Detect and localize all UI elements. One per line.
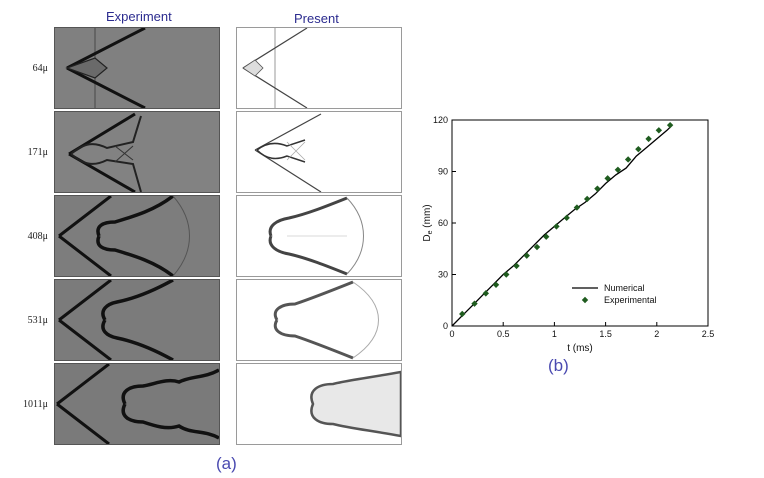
legend-label-experimental: Experimental <box>604 295 657 305</box>
x-axis-label: t (ms) <box>567 343 593 353</box>
legend: Numerical Experimental <box>572 283 657 305</box>
experimental-data-point <box>543 233 550 240</box>
x-tick-label: 2 <box>654 329 659 339</box>
present-column-title: Present <box>294 11 339 26</box>
y-axis-label: De (mm) <box>422 204 434 241</box>
simulation-image-408 <box>236 195 402 277</box>
experimental-data-point <box>553 223 560 230</box>
experimental-data-point <box>563 214 570 222</box>
experiment-image-64 <box>54 27 220 109</box>
experimental-data-point <box>513 262 520 270</box>
y-tick-label: 60 <box>438 218 448 228</box>
experiment-image-1011 <box>54 363 220 445</box>
y-tick-label: 30 <box>438 270 448 280</box>
line-chart: 0 0.5 1 1.5 2 2.5 0 30 60 90 120 t (ms) De (mm) Nu… <box>422 115 715 353</box>
experimental-data-point <box>624 156 632 163</box>
row-label-1011: 1011μ <box>23 399 48 410</box>
row-label-531: 531μ <box>27 315 48 326</box>
simulation-image-64 <box>236 27 402 109</box>
simulation-image-531 <box>236 279 402 361</box>
experimental-data-point <box>666 121 674 129</box>
x-tick-label: 1 <box>552 329 557 339</box>
y-tick-label: 90 <box>438 167 448 177</box>
y-axis-label-sub: e <box>427 230 434 234</box>
legend-diamond-sample <box>581 296 589 304</box>
y-tick-label: 120 <box>433 115 448 125</box>
experimental-data-point <box>583 195 591 203</box>
experiment-image-408 <box>54 195 220 277</box>
legend-label-numerical: Numerical <box>604 283 645 293</box>
y-tick-label: 0 <box>443 321 448 331</box>
experiment-column-title: Experiment <box>106 9 172 24</box>
panel-label-a: (a) <box>216 454 237 473</box>
row-label-408: 408μ <box>27 231 48 242</box>
y-axis-label-main: D <box>422 234 433 241</box>
experimental-data-point <box>635 145 642 153</box>
experimental-data-point <box>482 290 489 297</box>
x-tick-label: 1.5 <box>599 329 612 339</box>
experimental-data-point <box>492 281 500 288</box>
simulation-image-1011 <box>236 363 402 445</box>
experimental-data-point <box>523 252 530 259</box>
x-tick-label: 0.5 <box>497 329 510 339</box>
x-tick-label: 2.5 <box>702 329 715 339</box>
experiment-image-171 <box>54 111 220 193</box>
row-label-171: 171μ <box>27 147 48 158</box>
experimental-data-point <box>459 310 466 318</box>
x-tick-label: 0 <box>449 329 454 339</box>
simulation-image-171 <box>236 111 402 193</box>
experiment-image-531 <box>54 279 220 361</box>
experimental-data-point <box>471 300 478 307</box>
panel-label-b: (b) <box>548 356 569 375</box>
experimental-data-point <box>594 185 601 192</box>
experimental-data-point <box>645 135 652 143</box>
experimental-data-point <box>503 271 510 278</box>
row-label-64: 64μ <box>32 63 48 74</box>
experimental-data-point <box>655 127 663 134</box>
plot-area <box>451 119 709 327</box>
experimental-data-point <box>614 166 622 173</box>
